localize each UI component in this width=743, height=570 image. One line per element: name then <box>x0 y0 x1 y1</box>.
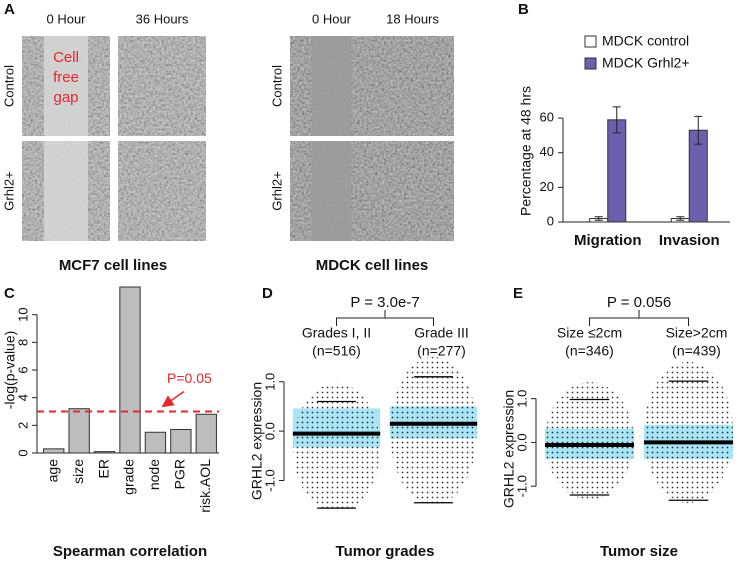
column-header: 36 Hours <box>136 11 189 26</box>
y-tick-label: 2 <box>15 422 30 429</box>
micrograph <box>118 141 206 241</box>
bracket <box>589 310 689 326</box>
x-tick-label: Size ≤2cm <box>557 325 622 341</box>
gap-annotation: gap <box>53 89 78 106</box>
row-label: Grhl2+ <box>269 171 284 210</box>
column-header: 18 Hours <box>386 11 439 26</box>
gap-annotation: Cell <box>53 49 79 66</box>
column-header: 0 Hour <box>46 11 86 26</box>
bar <box>144 431 167 454</box>
y-axis-title: GRHL2 expression <box>501 390 517 508</box>
gap-band <box>311 141 352 241</box>
panel-label: D <box>262 285 273 302</box>
x-tick-label: grade <box>121 459 137 495</box>
y-tick-label: 1.0 <box>514 390 529 408</box>
point-cloud <box>544 382 635 500</box>
row-label: Control <box>1 65 16 107</box>
y-tick-label: 4 <box>15 394 30 401</box>
x-tick-label: Invasion <box>659 232 720 249</box>
y-tick-label: 20 <box>540 179 554 194</box>
row-label: Grhl2+ <box>1 171 16 210</box>
micrograph <box>371 36 454 136</box>
panel-label: C <box>4 285 15 302</box>
bar <box>43 448 65 454</box>
x-tick-label: PGR <box>172 459 188 489</box>
bar <box>607 119 627 223</box>
x-axis-title: Spearman correlation <box>53 543 207 560</box>
error-bar <box>676 216 685 221</box>
point-cloud <box>389 356 478 505</box>
micrograph <box>118 36 206 136</box>
caption: MCF7 cell lines <box>59 257 167 274</box>
point-cloud <box>643 361 734 503</box>
bar <box>119 286 141 454</box>
column-header: 0 Hour <box>312 11 352 26</box>
caption: MDCK cell lines <box>316 257 429 274</box>
bar <box>170 428 192 454</box>
y-tick-label: 40 <box>540 144 554 159</box>
error-bar <box>694 115 703 145</box>
legend-swatch <box>584 57 597 70</box>
x-tick-label: risk.AOL <box>197 459 213 513</box>
bracket <box>336 310 434 326</box>
gap-band <box>44 36 88 136</box>
panel-label: E <box>513 285 523 302</box>
micrograph <box>371 141 454 241</box>
n-label: (n=346) <box>565 343 614 359</box>
panel-label: A <box>4 1 15 18</box>
x-tick-label: node <box>146 459 162 490</box>
error-bar <box>594 216 603 221</box>
bar <box>93 451 116 454</box>
x-axis-title: Tumor grades <box>336 543 435 560</box>
y-tick-label: 0.0 <box>262 422 277 440</box>
y-tick-label: 10 <box>15 307 30 321</box>
y-tick-label: 0 <box>15 449 30 456</box>
micrograph-tint <box>371 36 454 136</box>
p-value-title: P = 3.0e-7 <box>350 294 419 311</box>
micrograph-tint <box>118 36 206 136</box>
x-tick-label: age <box>44 459 60 483</box>
gap-band <box>311 36 352 136</box>
legend-swatch <box>584 35 597 48</box>
threshold-arrow <box>161 390 185 408</box>
panel-label: B <box>518 1 529 18</box>
error-bar <box>612 106 621 134</box>
row-label: Control <box>269 65 284 107</box>
p-value-title: P = 0.056 <box>607 294 671 311</box>
y-tick-label: -1.0 <box>262 469 277 491</box>
legend-label: MDCK Grhl2+ <box>602 55 690 71</box>
point-cloud <box>292 383 381 512</box>
y-tick-label: 6 <box>15 366 30 373</box>
x-axis-title: Tumor size <box>600 543 678 560</box>
y-tick-label: 0.0 <box>514 433 529 451</box>
legend-label: MDCK control <box>602 33 689 49</box>
x-tick-label: Grade III <box>414 325 468 341</box>
n-label: (n=516) <box>312 343 361 359</box>
gap-annotation: free <box>53 69 79 86</box>
y-tick-label: 60 <box>540 110 554 125</box>
micrograph-tint <box>371 141 454 241</box>
y-tick-label: 8 <box>15 339 30 346</box>
y-tick-label: -1.0 <box>514 475 529 497</box>
y-axis-title: -log(p-value) <box>2 331 18 410</box>
x-tick-label: Size>2cm <box>666 325 728 341</box>
n-label: (n=439) <box>672 343 721 359</box>
bar <box>68 408 90 454</box>
y-axis-title: GRHL2 expression <box>249 382 265 500</box>
x-tick-label: ER <box>95 459 111 478</box>
threshold-label: P=0.05 <box>167 370 212 386</box>
x-tick-label: Migration <box>574 232 642 249</box>
bar <box>195 413 217 454</box>
x-tick-label: Grades I, II <box>302 325 371 341</box>
y-axis-title: Percentage at 48 hrs <box>518 86 534 216</box>
n-label: (n=277) <box>417 343 466 359</box>
micrograph-tint <box>118 141 206 241</box>
gap-band <box>44 141 88 241</box>
x-tick-label: size <box>70 459 86 484</box>
y-tick-label: 0 <box>547 213 554 228</box>
y-tick-label: 1.0 <box>262 373 277 391</box>
